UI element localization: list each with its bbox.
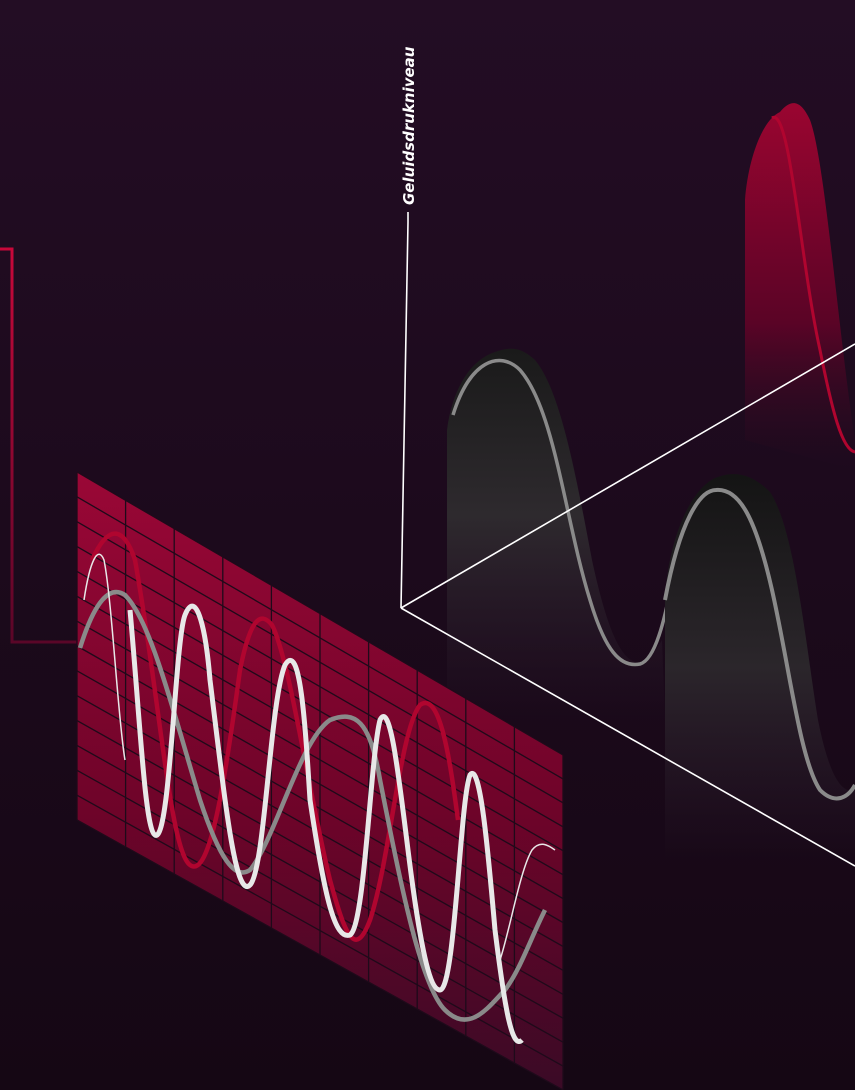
dark-ribbon-back — [447, 348, 665, 720]
panel-waves — [77, 531, 556, 1044]
grid-line-horizontal — [76, 595, 564, 876]
white-wave-thin-right — [499, 843, 556, 961]
bracket-line — [0, 247, 78, 644]
depth-axis-line — [400, 343, 855, 609]
grid-line-horizontal — [76, 819, 564, 1090]
grid-line-horizontal — [76, 496, 564, 780]
grid-line-horizontal — [76, 744, 564, 1019]
horizontal-axis-line — [400, 607, 855, 867]
axis-label: Geluidsdrukniveau — [400, 46, 418, 205]
grid-line-horizontal — [76, 794, 564, 1067]
white-wave-thick — [127, 603, 524, 1044]
red-wave — [89, 531, 461, 942]
grid-line-horizontal — [76, 769, 564, 1043]
gray-wave — [77, 589, 548, 1022]
grid-line-horizontal — [76, 521, 564, 804]
vertical-axis-line — [400, 212, 409, 609]
gray-wave-back — [451, 358, 674, 667]
axes — [400, 212, 855, 867]
grid-line-horizontal — [76, 471, 564, 756]
gray-wave-front — [663, 487, 855, 801]
grid-line-horizontal — [76, 645, 564, 924]
grid-line-horizontal — [76, 546, 564, 828]
red-wave-right — [771, 116, 855, 454]
red-ribbon — [745, 103, 855, 470]
white-wave-thin — [83, 553, 126, 761]
